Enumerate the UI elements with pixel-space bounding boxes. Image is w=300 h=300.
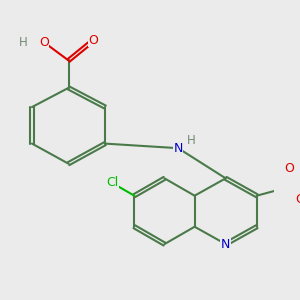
Text: Cl: Cl [106, 176, 118, 189]
Text: O: O [295, 193, 300, 206]
Text: H: H [187, 134, 195, 147]
Text: H: H [19, 36, 27, 49]
Text: O: O [88, 34, 98, 47]
Text: N: N [221, 238, 230, 250]
Text: N: N [173, 142, 183, 155]
Text: O: O [284, 162, 294, 175]
Text: O: O [39, 36, 49, 49]
